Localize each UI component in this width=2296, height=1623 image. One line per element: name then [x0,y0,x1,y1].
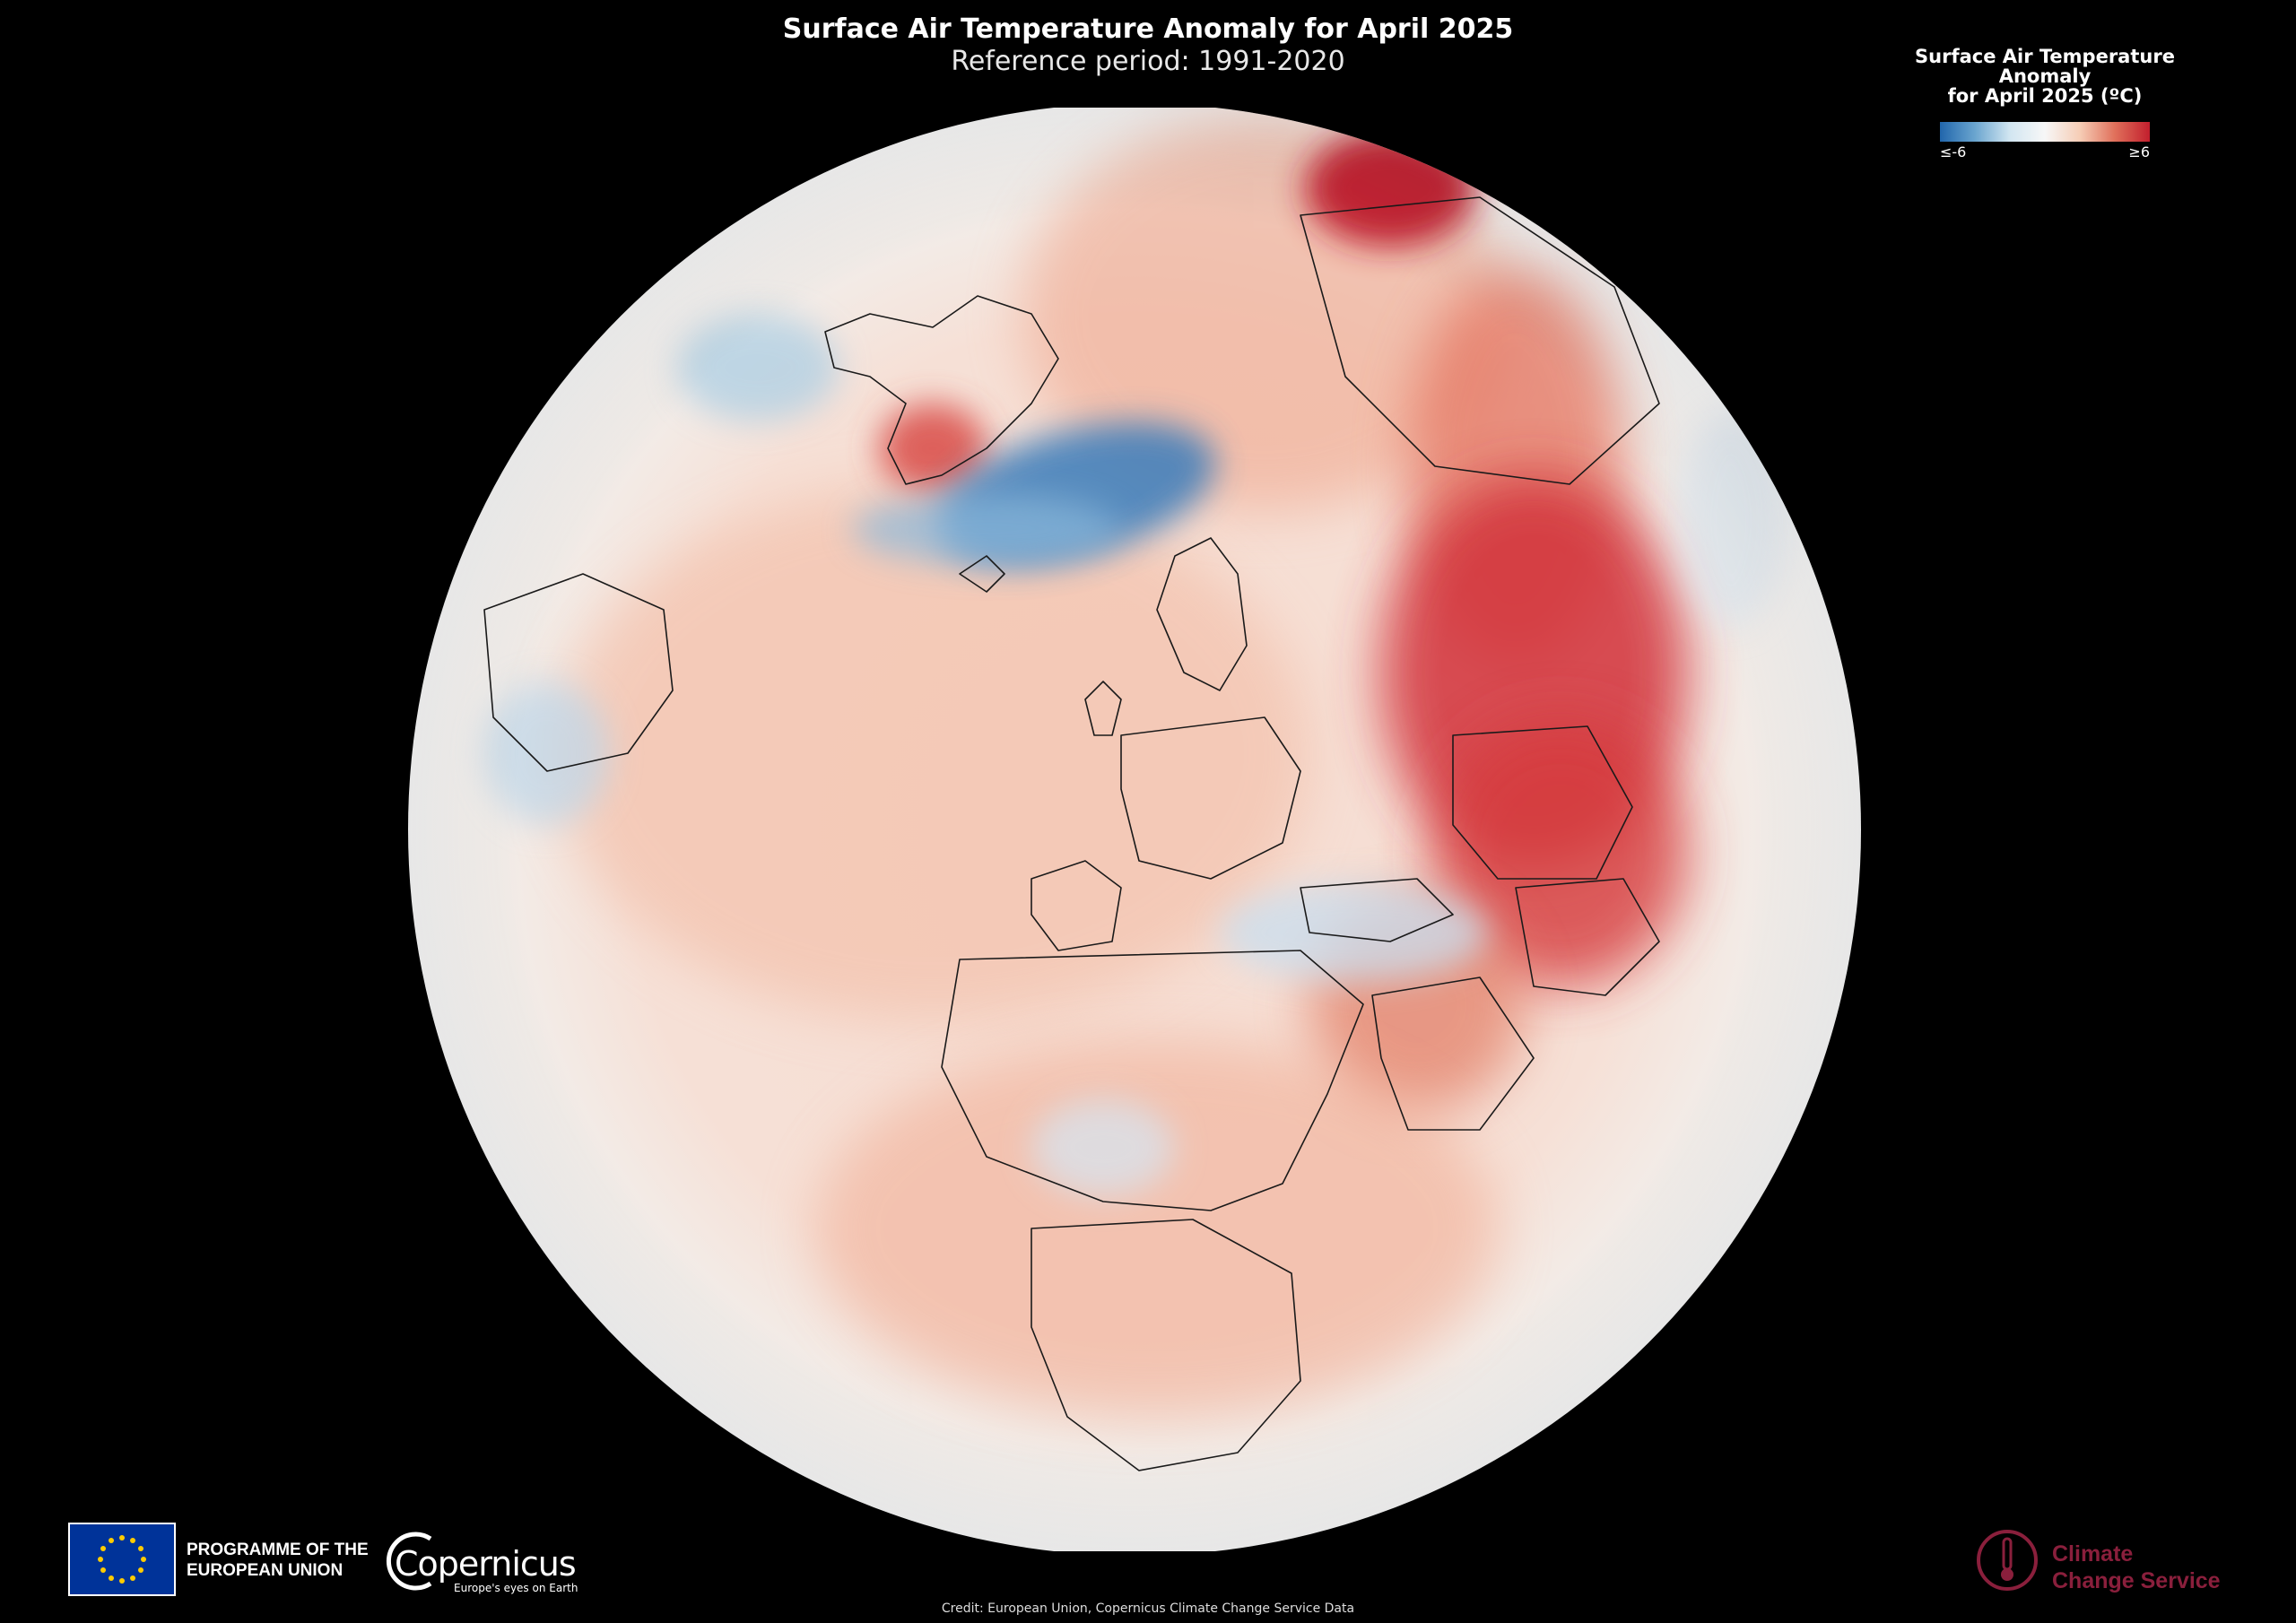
copernicus-tagline: Europe's eyes on Earth [454,1582,578,1594]
eu-stars [98,1535,146,1584]
eu-programme-text: PROGRAMME OF THE EUROPEAN UNION [187,1540,369,1581]
eu-flag-logo [68,1523,176,1596]
copernicus-logo: Copernicus Europe's eyes on Earth [377,1524,578,1598]
eu-text-line2: EUROPEAN UNION [187,1561,344,1580]
globe-limb-shade [408,108,1861,1551]
legend-min-label: ≤-6 [1940,143,1967,161]
header: Surface Air Temperature Anomaly for Apri… [0,13,2296,77]
globe-svg [408,108,1861,1551]
legend-max-label: ≥6 [2128,143,2150,161]
legend-title-line1: Surface Air Temperature Anomaly [1915,46,2175,87]
copernicus-c-icon [386,1532,432,1591]
globe-map [404,108,1866,1551]
legend-colorbar [1940,122,2150,142]
eu-stars-icon [98,1535,146,1584]
c3s-thermometer-icon [1977,1530,2038,1591]
copernicus-wordmark: Copernicus [395,1544,577,1584]
c3s-text-line2: Change Service [2052,1568,2221,1593]
map-title: Surface Air Temperature Anomaly for Apri… [782,13,1514,45]
legend-title-line2: for April 2025 (ºC) [1947,85,2143,107]
color-legend: Surface Air Temperature Anomaly for Apri… [1901,47,2188,161]
eu-text-line1: PROGRAMME OF THE [187,1541,369,1559]
c3s-logo: Climate Change Service [1973,1523,2242,1603]
legend-ticks: ≤-6 ≥6 [1940,143,2150,161]
c3s-text-line1: Climate [2052,1541,2134,1567]
c3s-text: Climate Change Service [2052,1541,2221,1594]
map-subtitle: Reference period: 1991-2020 [951,46,1345,77]
credit-line: Credit: European Union, Copernicus Clima… [941,1601,1355,1616]
